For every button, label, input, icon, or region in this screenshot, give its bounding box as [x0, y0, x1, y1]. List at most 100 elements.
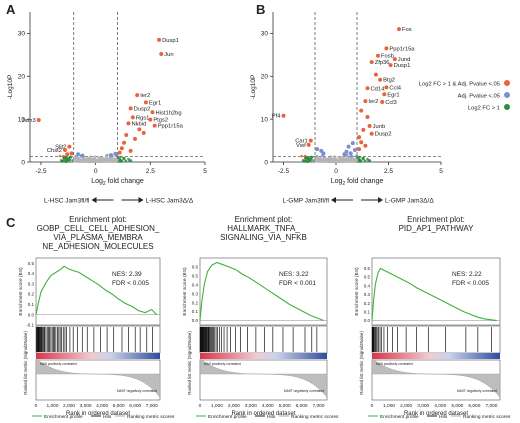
volcano-point	[130, 115, 135, 120]
gsea-title-line: NE_ADHESION_MOLECULES	[42, 242, 153, 251]
gene-label: Ppp1r15a	[389, 46, 415, 52]
gene-label: Btg2	[383, 78, 395, 84]
y-tick-label: 0	[264, 159, 268, 166]
volcano-point	[382, 92, 387, 97]
gene-label: Dusp1	[394, 63, 411, 69]
x-tick-label: 7,000	[313, 403, 325, 409]
volcano-point	[342, 152, 347, 157]
es-tick-label: 0.2	[28, 292, 35, 297]
ranked-metric-area	[35, 358, 161, 399]
heat-bar	[200, 353, 327, 359]
es-tick-label: 0.0	[192, 318, 199, 323]
es-tick-label: 0.3	[28, 281, 35, 286]
es-frame	[199, 257, 328, 326]
volcano-point-ns	[306, 156, 310, 160]
heat-bar	[372, 353, 500, 359]
volcano-point	[128, 148, 133, 153]
gsea-legend-label: Ranking metric scores	[127, 414, 175, 420]
es-tick-label: 0.1	[28, 302, 35, 307]
volcano-point-ns	[122, 156, 126, 160]
metric-axis-label: Ranked list metric (Signal2Noise)	[187, 331, 192, 395]
y-tick-label: 10	[18, 116, 26, 123]
panel-letter-b: B	[256, 2, 266, 17]
gsea-title-line: Enrichment plot:	[407, 215, 465, 224]
gene-label: Nkbid	[131, 121, 146, 127]
volcano-point-ns	[303, 154, 307, 158]
es-tick-label: 0.6	[192, 265, 199, 270]
volcano-point-ns	[350, 159, 354, 163]
fdr-label: FDR < 0.001	[279, 280, 316, 287]
volcano-point-ns	[362, 156, 365, 160]
x-tick-label: 4,000	[434, 403, 446, 409]
es-tick-label: 0.6	[364, 266, 371, 271]
volcano-point-ns	[98, 158, 101, 161]
arrowhead-right	[378, 197, 383, 203]
fdr-label: FDR < 0.005	[112, 280, 149, 287]
metric-axis-label: Ranked list metric (Signal2Noise)	[23, 331, 28, 395]
x-tick-label: 7,000	[485, 403, 497, 409]
heat-bar	[36, 353, 160, 359]
gene-label: Chst2	[47, 148, 62, 154]
gene-label: Ier2	[368, 99, 378, 105]
gene-label: Pf4	[272, 114, 281, 120]
metric-pos-label: MA9 positively correlated	[204, 362, 241, 366]
es-tick-label: -0.1	[26, 323, 34, 328]
volcano-point	[367, 124, 372, 128]
volcano-point-ns	[302, 160, 306, 163]
volcano-point	[397, 27, 401, 32]
es-tick-label: 0.0	[364, 318, 371, 323]
volcano-point	[348, 151, 353, 156]
volcano-point-ns	[110, 157, 113, 161]
volcano-point-ns	[66, 158, 70, 162]
volcano-point-ns	[93, 155, 96, 158]
volcano-point	[150, 110, 155, 115]
volcano-point-ns	[344, 157, 348, 160]
volcano-point-ns	[353, 160, 357, 163]
volcano-point	[365, 115, 370, 119]
volcano-point	[359, 108, 364, 113]
es-tick-label: 0.3	[364, 292, 371, 297]
hits-frame	[371, 325, 501, 354]
gene-label: Egr1	[387, 92, 399, 98]
gene-label: Dusp2	[375, 132, 392, 138]
x-tick-label: 5	[439, 168, 443, 175]
volcano-point	[126, 121, 131, 126]
volcano-point-ns	[329, 160, 333, 163]
es-tick-label: 0.2	[364, 301, 371, 306]
volcano-point-ns	[119, 160, 123, 163]
gene-label: Car1	[295, 139, 308, 145]
volcano-point	[369, 131, 374, 136]
legend-label: Log2 FC > 1	[468, 105, 500, 111]
gene-label: Ptgs2	[153, 118, 168, 124]
legend-label: Adj. Pvalue <.05	[458, 93, 500, 99]
nes-label: NES: 2.39	[112, 271, 142, 278]
es-tick-label: 0.5	[192, 273, 199, 278]
x-tick-label: 0	[371, 403, 374, 409]
x-tick-label: 2.5	[384, 168, 393, 175]
metric-neg-label: MA9T negatively correlated	[117, 389, 157, 393]
x-tick-label: 5,000	[451, 403, 463, 409]
volcano-point	[359, 140, 364, 145]
volcano-point	[361, 127, 366, 132]
volcano-point-ns	[347, 157, 350, 160]
gene-label: Rgs1	[136, 115, 150, 121]
gene-label: Ier2	[140, 93, 150, 99]
volcano-point-ns	[322, 154, 325, 158]
volcano-point-ns	[62, 158, 66, 162]
volcano-point-ns	[69, 155, 73, 159]
volcano-point-ns	[76, 155, 79, 159]
volcano-point-ns	[116, 156, 120, 159]
volcano-point	[148, 117, 153, 122]
volcano-point	[352, 148, 357, 152]
volcano-point-ns	[310, 158, 313, 162]
volcano-plot-b: -2.5 0 2.5 5 0 10 20 30 Log2 fold change -Log10P F…	[250, 12, 443, 205]
legend-swatch	[504, 92, 510, 98]
x-tick-label: 3,000	[417, 403, 429, 409]
volcano-point	[315, 147, 320, 152]
volcano-point	[384, 85, 389, 90]
metric-neg-label: MA9T negatively correlated	[284, 389, 324, 393]
gsea-title-line: PID_AP1_PATHWAY	[399, 224, 475, 233]
x-tick-label: 4,000	[96, 403, 108, 409]
volcano-point-ns	[118, 155, 122, 159]
volcano-point-ns	[324, 159, 328, 163]
